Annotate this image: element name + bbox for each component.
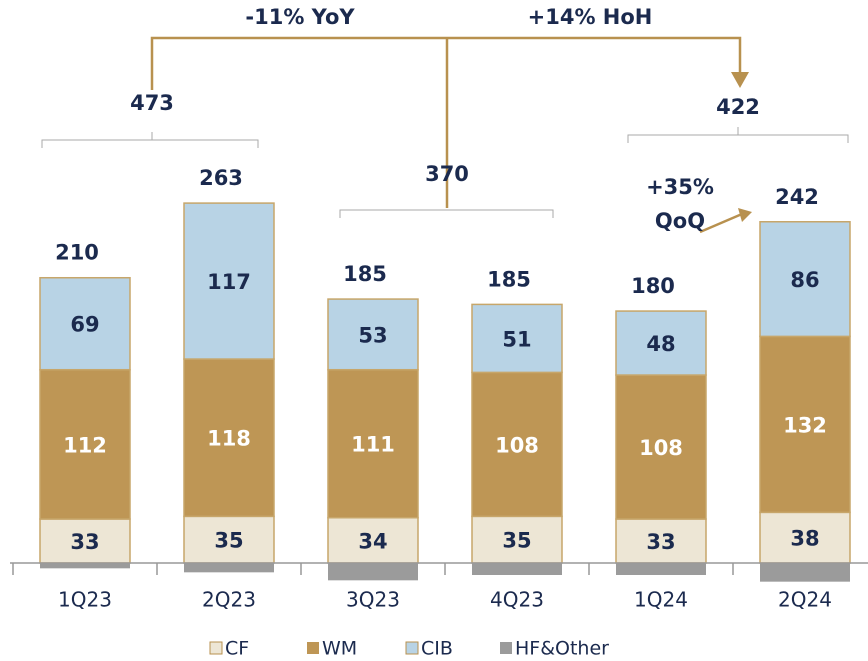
x-tick-label: 2Q23 <box>202 588 256 612</box>
value-label: 132 <box>783 413 827 437</box>
group-total: 422 <box>716 95 760 119</box>
x-tick-label: 3Q23 <box>346 588 400 612</box>
arrowhead <box>731 72 749 88</box>
value-label: 33 <box>646 530 675 554</box>
bar-segment <box>39 518 131 564</box>
legend-swatch <box>209 641 223 655</box>
value-label: 38 <box>790 527 819 551</box>
legend-label: CIB <box>421 638 453 660</box>
value-label: 111 <box>351 433 395 457</box>
value-label: 117 <box>207 270 251 294</box>
connectors <box>150 36 743 234</box>
group-total: 370 <box>425 162 469 186</box>
bracket <box>339 209 554 218</box>
value-label: 34 <box>358 529 387 553</box>
bar-segment <box>184 563 274 573</box>
total-label: 242 <box>775 185 819 209</box>
bar-segment <box>327 298 419 371</box>
bracket <box>627 127 849 143</box>
bar-segment <box>471 303 563 374</box>
bar-segment <box>471 371 563 518</box>
annotation: +35% <box>646 175 714 199</box>
x-tick-label: 4Q23 <box>490 588 544 612</box>
bar-segment <box>39 368 131 520</box>
bar-segment <box>759 335 851 514</box>
bracket <box>41 132 259 148</box>
value-label: 69 <box>70 313 99 337</box>
legend-swatch <box>405 641 419 655</box>
brackets <box>41 127 849 218</box>
value-label: 48 <box>646 332 675 356</box>
legend-swatch <box>307 642 319 654</box>
total-label: 263 <box>199 166 243 190</box>
bar-segment <box>328 563 418 581</box>
value-label: 51 <box>502 327 531 351</box>
bar-segment <box>183 358 275 518</box>
legend-swatch <box>500 642 512 654</box>
value-label: 108 <box>639 436 683 460</box>
legend-label: CF <box>225 638 249 660</box>
total-label: 185 <box>487 267 531 291</box>
qoq-arrow <box>699 212 743 234</box>
value-label: 118 <box>207 427 251 451</box>
group-total: 473 <box>130 91 174 115</box>
bar-segment <box>471 515 563 564</box>
bar-segment <box>760 563 850 582</box>
value-label: 35 <box>214 529 243 553</box>
bar-segment <box>327 368 419 519</box>
legend-label: HF&Other <box>515 638 609 660</box>
value-label: 53 <box>358 323 387 347</box>
bar-segment <box>183 202 275 360</box>
x-tick-label: 1Q23 <box>58 588 112 612</box>
value-label: 86 <box>790 268 819 292</box>
bar-segment <box>615 310 707 376</box>
annotation: QoQ <box>655 209 705 233</box>
arrowhead <box>738 208 752 222</box>
value-label: 108 <box>495 433 539 457</box>
total-label: 180 <box>631 274 675 298</box>
bar-segment <box>39 276 131 371</box>
bar-segment <box>759 221 851 338</box>
bar-segment <box>472 563 562 575</box>
value-label: 33 <box>70 530 99 554</box>
annotation: -11% YoY <box>245 5 355 29</box>
total-label: 210 <box>55 241 99 265</box>
value-label: 35 <box>502 529 531 553</box>
total-label: 185 <box>343 262 387 286</box>
x-tick-label: 1Q24 <box>634 588 688 612</box>
x-tick-label: 2Q24 <box>778 588 832 612</box>
legend-label: WM <box>322 638 357 660</box>
value-label: 112 <box>63 433 107 457</box>
bar-segment <box>616 563 706 575</box>
bar-segment <box>40 563 130 569</box>
annotation: +14% HoH <box>528 5 653 29</box>
